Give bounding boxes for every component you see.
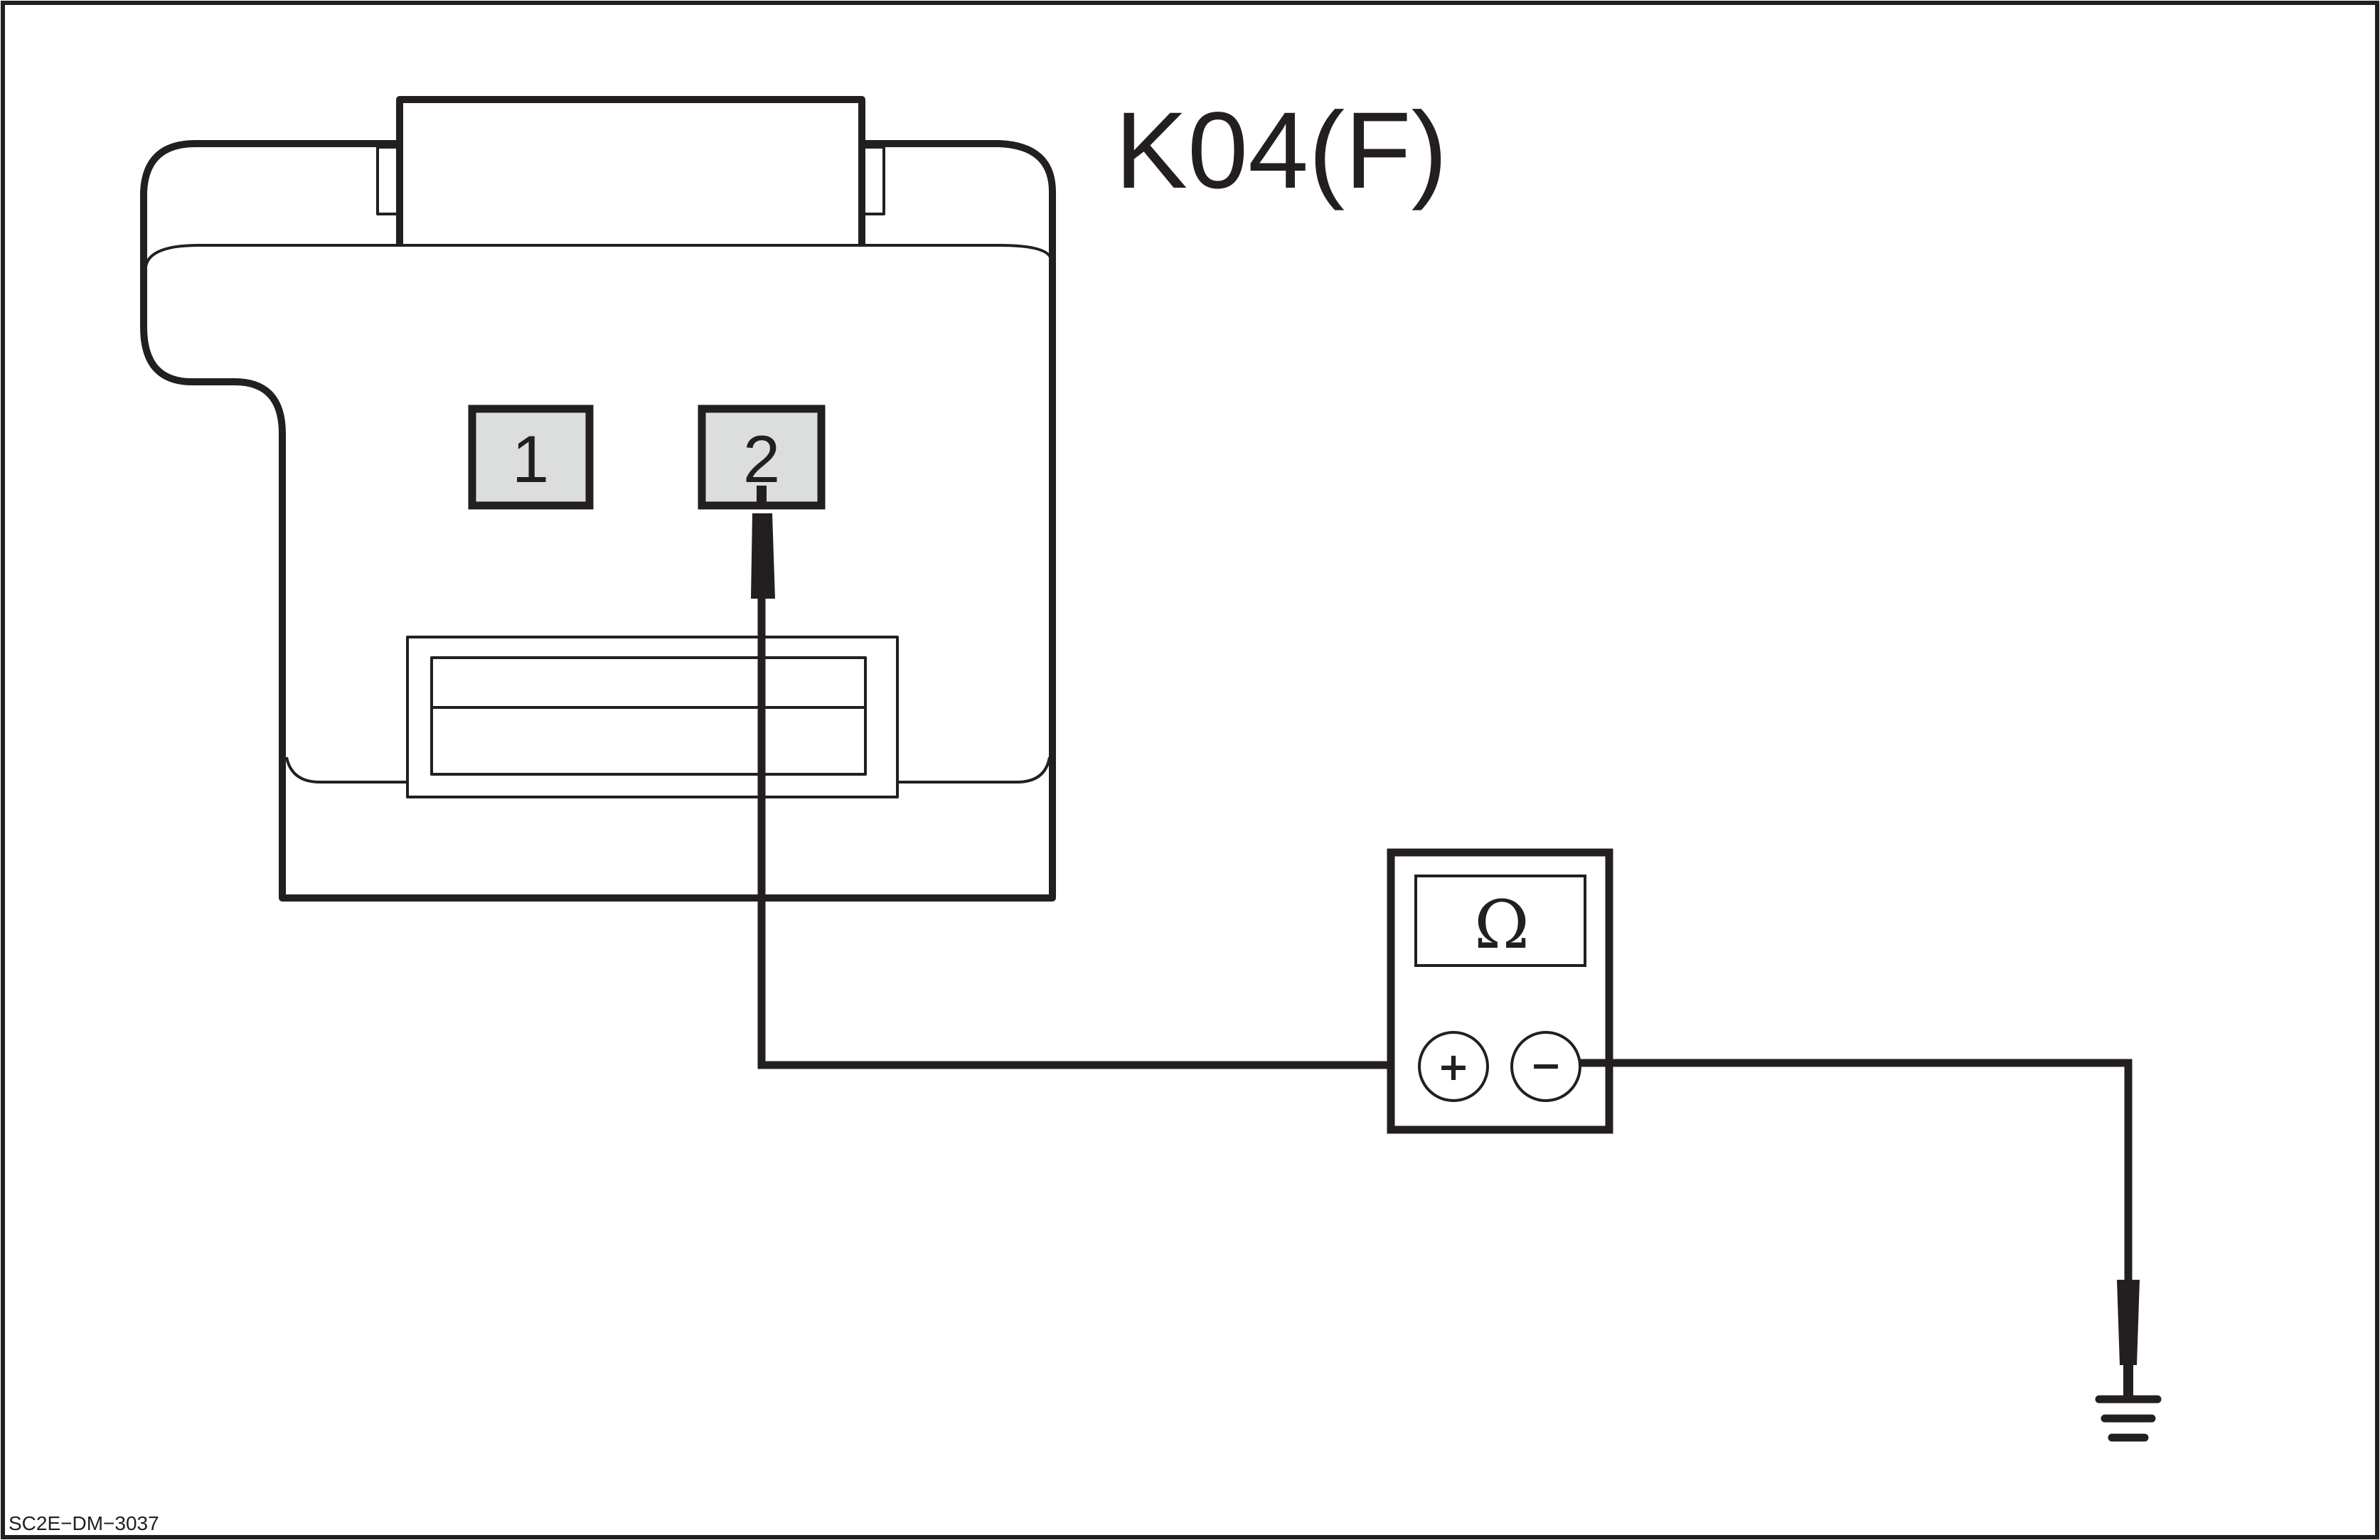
probe-positive: [751, 486, 775, 599]
wire-positive: [757, 599, 1417, 1069]
lock-window-inner: [430, 656, 867, 776]
ground-icon: [2095, 1395, 2162, 1442]
terminal-negative-sign: −: [1530, 1043, 1562, 1088]
diagram-code: SC2E−DM−3037: [9, 1512, 159, 1534]
connector-body-outline: [140, 140, 1056, 902]
connector-latch: [396, 96, 865, 245]
terminal-positive-sign: +: [1437, 1044, 1469, 1089]
terminal-positive: [1418, 1031, 1489, 1102]
pin-2-label: 2: [743, 422, 780, 496]
ohm-symbol: Ω: [1474, 887, 1530, 964]
connector-top-rim: [144, 244, 1052, 267]
ohmmeter-display: [1414, 875, 1586, 967]
pin-1-cavity: [468, 405, 594, 510]
probe-negative: [2117, 1280, 2140, 1398]
lock-window-outer: [406, 636, 899, 798]
connector-label: K04(F): [1115, 90, 1448, 211]
connector-lower-contour: [285, 756, 1051, 784]
wire-negative: [1580, 1059, 2133, 1280]
pin-1-label: 1: [512, 422, 549, 496]
connector-housing: [140, 96, 1056, 902]
ohmmeter: Ω + −: [1387, 848, 1613, 1134]
